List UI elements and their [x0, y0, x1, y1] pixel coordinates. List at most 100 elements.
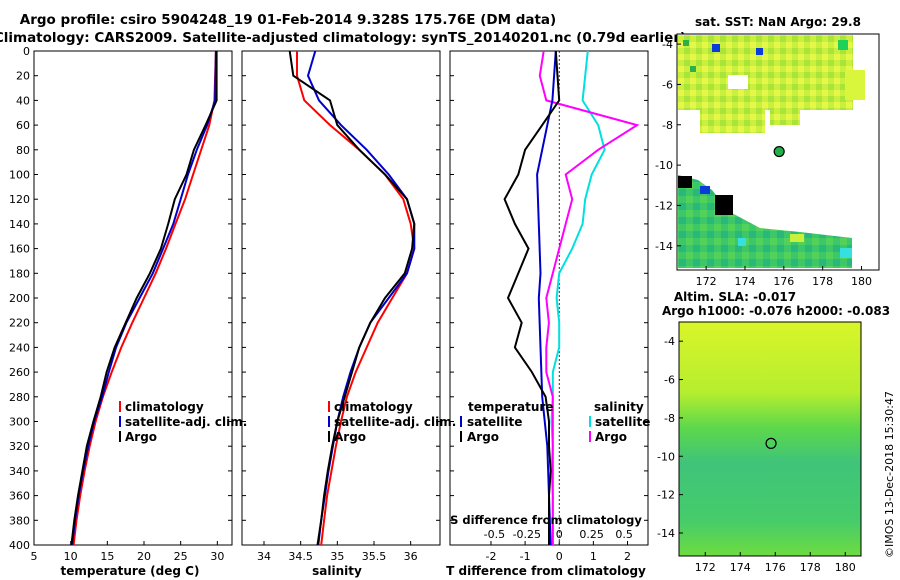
map-y-tick-label: -8: [664, 412, 675, 425]
salinity-legend-label: climatology: [334, 400, 413, 414]
figure-title-line2: Climatology: CARS2009. Satellite-adjuste…: [0, 30, 686, 46]
temperature-axes-frame: [33, 50, 233, 546]
argo-location-marker-sla: [765, 437, 777, 449]
x-tick-label: 25: [174, 550, 188, 563]
salinity-legend-label: satellite-adj. clim.: [334, 415, 456, 429]
sst-patch-north-east: [770, 105, 800, 125]
diff-temp-legend-label: Argo: [467, 430, 499, 444]
sla-map: Altim. SLA: -0.017 Argo h1000: -0.076 h2…: [657, 290, 890, 574]
x-tick-label: 1: [590, 550, 597, 563]
map-y-tick-label: -6: [664, 374, 675, 387]
x-tick-label: 36: [404, 550, 418, 563]
series-t-diff-argo: [503, 50, 561, 545]
map-x-tick-label: 176: [765, 561, 786, 574]
s-tick-label: -0.5: [484, 528, 505, 541]
sst-cell-blue2: [756, 48, 763, 55]
sla-map-frame: [678, 321, 862, 557]
s-difference-label: S difference from climatology: [450, 513, 642, 527]
series-argo: [70, 51, 218, 546]
sst-cell-blue: [712, 44, 720, 52]
sla-map-title: Altim. SLA: -0.017: [674, 290, 796, 304]
map-y-tick-label: -12: [657, 489, 675, 502]
y-tick-label: 380: [9, 514, 30, 527]
diff-sal-legend-label: satellite: [595, 415, 650, 429]
x-tick-label: -1: [520, 550, 531, 563]
x-tick-label: -2: [485, 550, 496, 563]
map-x-tick-label: 178: [812, 275, 833, 288]
argo-location-marker: [773, 145, 785, 158]
y-tick-label: 80: [16, 144, 30, 157]
y-tick-label: 100: [9, 169, 30, 182]
sst-cell-green3: [838, 40, 848, 50]
sst-map-frame: [676, 33, 880, 271]
y-tick-label: 20: [16, 70, 30, 83]
figure-title-line1: Argo profile: csiro 5904248_19 01-Feb-20…: [20, 12, 556, 28]
y-tick-label: 360: [9, 490, 30, 503]
salinity-panel: 34 34.5 35 35.5 36 climatologysatellite-adj.…: [241, 50, 456, 578]
map-x-tick-label: 180: [851, 275, 872, 288]
temperature-xlabel: temperature (deg C): [61, 564, 200, 578]
sst-cell-green2: [690, 66, 696, 72]
y-tick-label: 240: [9, 341, 30, 354]
diff-sal-legend-label: Argo: [595, 430, 627, 444]
y-tick-label: 60: [16, 119, 30, 132]
sst-patch-far-east: [845, 70, 865, 100]
map-y-tick-label: -10: [657, 450, 675, 463]
diff-temp-legend-label: satellite: [467, 415, 522, 429]
sst-cell-green: [683, 40, 689, 46]
sst-gap2: [728, 75, 748, 89]
sla-map-subtitle: Argo h1000: -0.076 h2000: -0.083: [662, 304, 890, 318]
sst-patch-south: [678, 175, 852, 268]
map-y-tick-label: -10: [655, 159, 673, 172]
sst-cell-black2: [715, 195, 733, 215]
sst-patch-north-lower: [700, 108, 765, 133]
x-tick-label: 0: [556, 550, 563, 563]
series-sal-climatology: [296, 51, 416, 546]
map-x-tick-label: 176: [773, 275, 794, 288]
y-tick-label: 400: [9, 539, 30, 552]
salinity-xlabel: salinity: [312, 564, 362, 578]
y-tick-label: 340: [9, 465, 30, 478]
y-tick-label: 220: [9, 317, 30, 330]
s-tick-label: 0.5: [615, 528, 633, 541]
temperature-legend-label: climatology: [125, 400, 204, 414]
map-y-tick-label: -6: [662, 78, 673, 91]
difference-panel: -2 -1 0 1 2 -0.5 -0.25 0 0.25 0.5 temperaturesat…: [446, 50, 650, 578]
y-tick-label: 320: [9, 440, 30, 453]
map-y-tick-label: -4: [664, 335, 675, 348]
sst-patch-north: [678, 35, 853, 110]
imos-timestamp: ©IMOS 13-Dec-2018 15:30:47: [883, 391, 896, 558]
series-sal-satellite-adj--clim-: [306, 50, 416, 546]
sst-map-title: sat. SST: NaN Argo: 29.8: [695, 15, 861, 29]
y-tick-label: 40: [16, 94, 30, 107]
map-x-tick-label: 172: [696, 275, 717, 288]
temperature-legend-label: satellite-adj. clim.: [125, 415, 247, 429]
x-tick-label: 35: [330, 550, 344, 563]
y-tick-label: 300: [9, 416, 30, 429]
y-tick-label: 180: [9, 267, 30, 280]
salinity-legend-label: Argo: [334, 430, 366, 444]
x-tick-label: 34: [257, 550, 271, 563]
y-tick-label: 0: [23, 45, 30, 58]
y-tick-label: 200: [9, 292, 30, 305]
x-tick-label: 35.5: [362, 550, 387, 563]
map-y-tick-label: -14: [655, 240, 673, 253]
series-s-diff-argo: [538, 50, 640, 545]
temperature-legend-label: Argo: [125, 430, 157, 444]
x-tick-label: 20: [137, 550, 151, 563]
map-y-tick-label: -4: [662, 38, 673, 51]
x-tick-label: 10: [64, 550, 78, 563]
s-tick-label: 0: [556, 528, 563, 541]
y-tick-label: 120: [9, 193, 30, 206]
map-y-tick-label: -8: [662, 119, 673, 132]
sst-cell-yellow: [790, 234, 804, 242]
sst-map: sat. SST: NaN Argo: 29.8 172 174 176 17: [655, 15, 880, 288]
x-tick-label: 15: [100, 550, 114, 563]
map-x-tick-label: 178: [800, 561, 821, 574]
temperature-panel: 0 20 40 60 80 100 120 140 160 180 200 220 240 260 280 3…: [9, 45, 247, 578]
map-x-tick-label: 180: [835, 561, 856, 574]
map-x-tick-label: 174: [734, 275, 755, 288]
sst-cell-black: [678, 176, 692, 188]
x-tick-label: 34.5: [288, 550, 313, 563]
